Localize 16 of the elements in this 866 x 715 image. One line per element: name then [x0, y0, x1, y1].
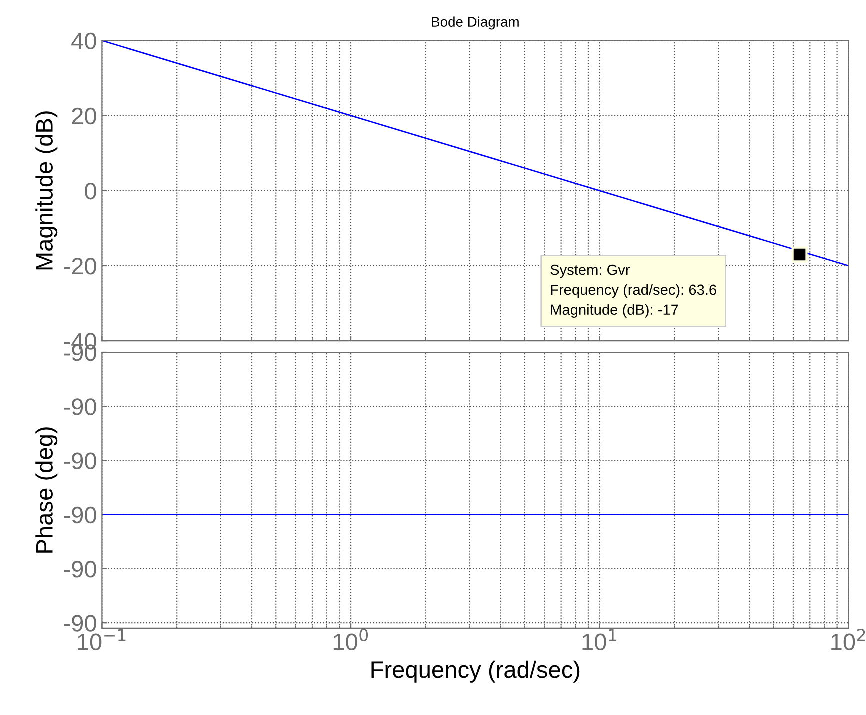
y-tick-label: -20 — [64, 258, 96, 275]
y-tick-label: 0 — [85, 182, 96, 200]
y-tick-label: 40 — [72, 32, 96, 50]
y-tick-label: -90 — [64, 561, 96, 578]
x-axis-title: Frequency (rad/sec) — [372, 660, 580, 683]
x-tick-label: 10$^{0}$ — [334, 628, 368, 651]
chart-title: Bode Diagram — [432, 16, 519, 30]
x-tick-label: 10$^{2}$ — [832, 628, 866, 651]
y-tick-label: 20 — [72, 108, 96, 125]
y-tick-label: -90 — [64, 398, 96, 416]
y-tick-label: -90 — [64, 506, 96, 524]
x-tick-label: 10$^{1}$ — [582, 629, 616, 651]
y-axis-title: Magnitude (dB) — [36, 112, 58, 270]
y-tick-label: -90 — [64, 452, 96, 470]
annotation: System: Gvr Frequency (rad/sec): 63.6 Magnitude (dB): -17 — [550, 264, 716, 318]
y-axis-title: Phase (deg) — [36, 428, 58, 553]
